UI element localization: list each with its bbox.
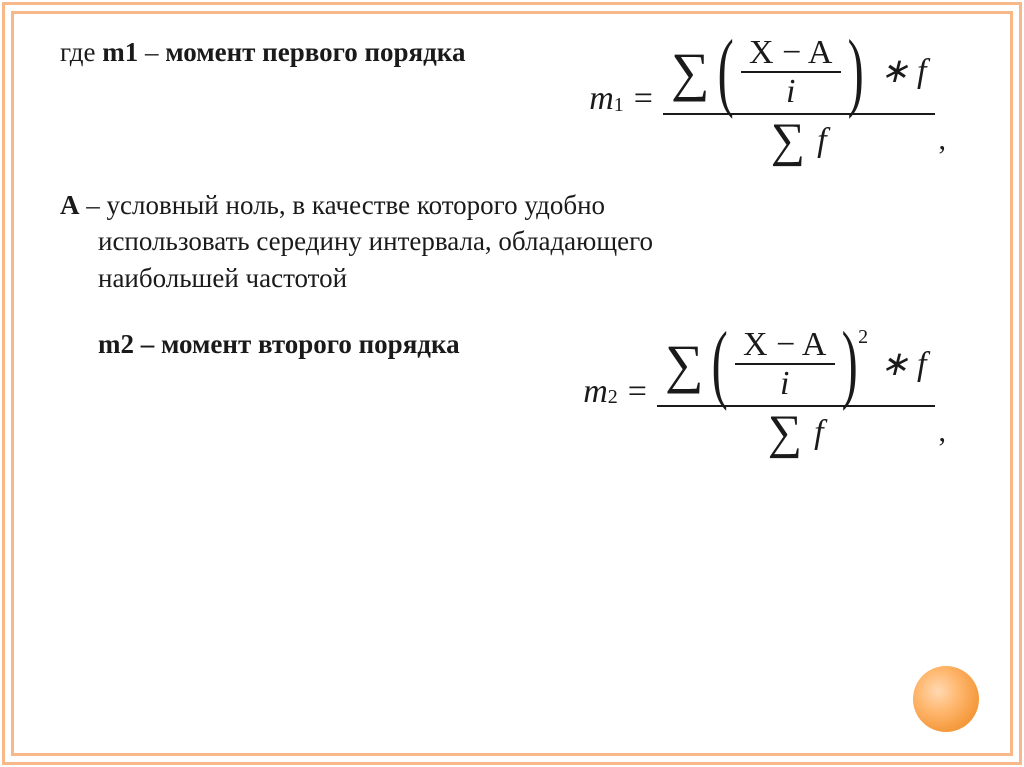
sigma-icon: ∑: [665, 337, 704, 391]
m2-text: m2 – момент второго порядка: [60, 324, 538, 362]
left-paren: (: [712, 331, 728, 397]
den-tail: f: [817, 118, 826, 164]
tail: ∗ f: [880, 342, 926, 388]
den-tail: f: [814, 410, 823, 456]
slide-content: где m1 – момент первого порядка m1 = ∑ (…: [0, 0, 1024, 767]
var: m: [583, 369, 608, 415]
formula-m1: m1 = ∑ ( X − A i ): [589, 32, 946, 167]
fraction: ∑ ( X − A i ) ∗ f: [663, 32, 935, 167]
m1-text: где m1 – момент первого порядка: [60, 32, 500, 70]
left-paren: (: [718, 39, 734, 105]
equals: =: [634, 76, 653, 122]
subscript: 1: [614, 92, 624, 119]
equals: =: [628, 369, 647, 415]
denominator: i: [782, 73, 799, 110]
sigma-icon: ∑: [768, 409, 802, 457]
subscript: 2: [608, 384, 618, 411]
txt: – условный ноль, в качестве которого удо…: [80, 190, 606, 220]
trailing-comma: ,: [939, 120, 947, 167]
tail: ∗ f: [880, 49, 926, 95]
inner-fraction: X − A i: [741, 34, 841, 111]
paragraph-A: А – условный ноль, в качестве которого у…: [60, 187, 976, 296]
numerator: X − A: [749, 34, 832, 71]
var: m: [589, 76, 614, 122]
txt-bold: момент первого порядка: [165, 37, 465, 67]
block-m1: где m1 – момент первого порядка m1 = ∑ (…: [60, 32, 976, 167]
txt: –: [138, 37, 165, 67]
sigma-icon: ∑: [671, 45, 710, 99]
trailing-comma: ,: [939, 412, 947, 459]
right-paren: ): [841, 331, 857, 397]
decor-circle-icon: [913, 666, 979, 732]
txt-bold: m2 – момент второго порядка: [98, 329, 460, 359]
block-m2: m2 – момент второго порядка m2 = ∑ ( X −…: [60, 324, 976, 459]
inner-fraction: X − A i: [735, 326, 835, 403]
txt-bold: m1: [102, 37, 138, 67]
denominator: i: [776, 365, 793, 402]
txt: использовать середину интервала, обладаю…: [60, 223, 836, 259]
right-paren: ): [847, 39, 863, 105]
sigma-icon: ∑: [771, 117, 805, 165]
formula-m2: m2 = ∑ ( X − A i ): [583, 324, 946, 459]
exponent: 2: [858, 324, 868, 351]
txt: где: [60, 37, 102, 67]
txt-bold: А: [60, 190, 80, 220]
numerator: X − A: [743, 326, 826, 363]
fraction: ∑ ( X − A i ) 2 ∗ f: [657, 324, 935, 459]
txt: наибольшей частотой: [60, 260, 836, 296]
